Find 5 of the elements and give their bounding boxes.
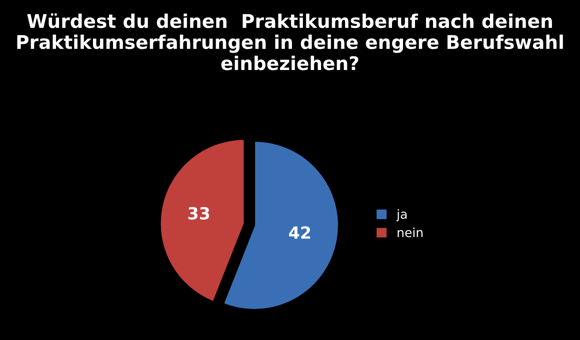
legend-label: nein — [398, 228, 423, 238]
chart-title: Würdest du deinen Praktikumsberuf nach deinen Praktikumserfahrungen in deine engere Berufswahl einbeziehen? — [17, 13, 563, 70]
data-label: 42 — [289, 226, 310, 239]
legend-label: ja — [396, 209, 407, 222]
data-label: 33 — [188, 206, 210, 220]
